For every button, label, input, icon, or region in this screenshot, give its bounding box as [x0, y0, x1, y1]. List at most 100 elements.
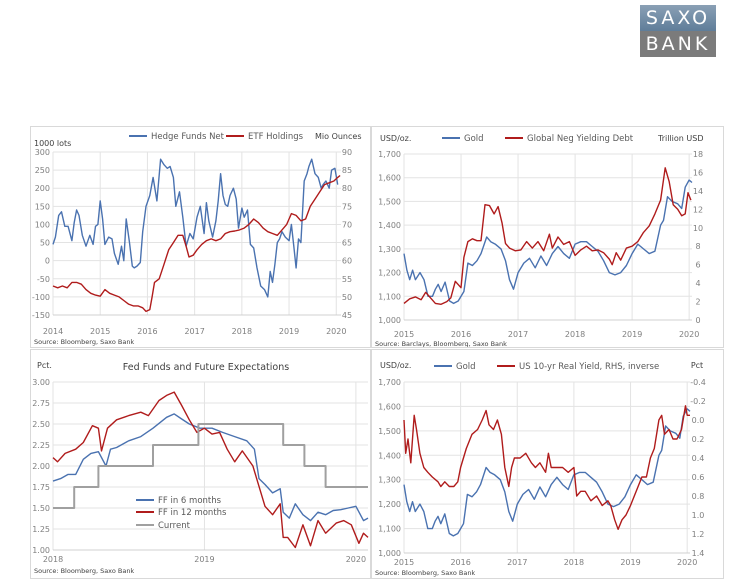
chart-title: Fed Funds and Future Expectations: [123, 362, 289, 373]
x-tick-label: 2020: [326, 327, 346, 336]
x-tick-label: 2020: [677, 558, 697, 567]
panel-gold-realyield: 1,700 1,600 1,500 1,400 1,300 1,200 1,100 1,000…: [371, 349, 724, 579]
right-axis-label: Pct: [691, 361, 703, 370]
legend-label: US 10-yr Real Yield, RHS, inverse: [519, 362, 659, 372]
y-tick-label-left: 2.50: [32, 420, 50, 429]
y-tick-label-right: 0.8: [692, 492, 705, 501]
legend-label: FF in 6 months: [158, 496, 222, 506]
legend-label: Hedge Funds Net: [151, 132, 225, 142]
y-tick-label-left: 1,700: [378, 150, 401, 159]
y-tick-label-left: 2.00: [32, 462, 50, 471]
y-tick-label-left: 1.50: [32, 504, 50, 513]
y-tick-label-left: 100: [35, 220, 50, 229]
y-tick-label-left: 1,500: [378, 197, 401, 206]
y-tick-label-right: 0.4: [692, 454, 705, 463]
y-tick-label-left: 1,300: [378, 476, 401, 485]
legend-label: ETF Holdings: [248, 132, 304, 142]
x-tick-label: 2017: [184, 327, 204, 336]
x-tick-label: 2018: [232, 327, 252, 336]
left-axis-label: USD/oz.: [380, 134, 411, 143]
y-tick-label-right: 75: [342, 202, 352, 211]
y-tick-label-left: 1,500: [378, 427, 401, 436]
y-tick-label-right: 1.2: [692, 530, 705, 539]
y-tick-label-left: 150: [35, 202, 50, 211]
x-tick-label: 2016: [137, 327, 157, 336]
y-tick-label-right: 50: [342, 293, 352, 302]
chart-fed-funds: 3.00 2.75 2.50 2.25 2.00 1.75 1.50 1.25 1.002018…: [32, 361, 369, 575]
right-axis-label: Trillion USD: [657, 134, 704, 143]
y-tick-label-left: 1,000: [378, 549, 401, 558]
y-tick-label-right: 45: [342, 311, 352, 320]
series-line-current: [53, 423, 368, 509]
x-tick-label: 2020: [679, 330, 699, 339]
y-tick-label-right: 0: [695, 316, 700, 325]
y-tick-label-right: 65: [342, 239, 352, 248]
chart-gold-negdebt: 1,700 1,600 1,500 1,400 1,300 1,200 1,100 1,000…: [375, 134, 704, 348]
y-tick-label-right: 0.2: [692, 435, 705, 444]
y-tick-label-left: 1,600: [378, 402, 401, 411]
y-tick-label-right: 6: [695, 261, 700, 270]
y-tick-label-right: 80: [342, 184, 352, 193]
y-tick-label-right: 85: [342, 166, 352, 175]
series-line-us-10-yr-real-yield-rhs-inverse: [403, 405, 690, 531]
y-tick-label-left: -100: [32, 293, 50, 302]
y-tick-label-left: 1,200: [378, 500, 401, 509]
source-note: Source: Bloomberg, Saxo Bank: [34, 338, 134, 346]
y-tick-label-right: 4: [695, 279, 700, 288]
y-tick-label-left: 1,600: [378, 174, 401, 183]
y-tick-label-left: -50: [37, 275, 50, 284]
y-tick-label-left: 1,100: [378, 292, 401, 301]
panel-fed-funds: 3.00 2.75 2.50 2.25 2.00 1.75 1.50 1.25 1.00 2018…: [30, 349, 371, 579]
series-line-ff-in-12-months: [52, 391, 369, 549]
x-tick-label: 2017: [508, 330, 528, 339]
legend-label: FF in 12 months: [158, 508, 227, 518]
y-tick-label-left: 1,000: [378, 316, 401, 325]
x-tick-label: 2018: [564, 558, 584, 567]
x-tick-label: 2018: [565, 330, 585, 339]
y-tick-label-left: 200: [35, 184, 50, 193]
right-axis-label: Mio Ounces: [315, 132, 362, 141]
left-axis-label: USD/oz.: [380, 361, 411, 370]
y-tick-label-right: -0.2: [690, 397, 706, 406]
y-tick-label-left: 1,100: [378, 525, 401, 534]
left-axis-label: 1000 lots: [34, 139, 71, 148]
y-tick-label-left: 1,400: [378, 221, 401, 230]
y-tick-label-left: 1,700: [378, 378, 401, 387]
y-tick-label-right: 70: [342, 220, 352, 229]
panel-gold-negdebt: 1,700 1,600 1,500 1,400 1,300 1,200 1,100 1,000…: [371, 126, 724, 348]
y-tick-label-right: -0.4: [690, 378, 706, 387]
x-tick-label: 2016: [450, 558, 470, 567]
source-note: Source: Barclays, Bloomberg, Saxo Bank: [375, 340, 507, 347]
y-tick-label-left: 1.75: [32, 483, 50, 492]
y-tick-label-left: 2.75: [32, 399, 50, 408]
x-tick-label: 2019: [279, 327, 299, 336]
chart-gold-realyield: 1,700 1,600 1,500 1,400 1,300 1,200 1,100 1,000…: [375, 361, 706, 577]
y-tick-label-right: 14: [693, 187, 703, 196]
legend-label: Gold: [456, 362, 476, 372]
series-line-gold: [403, 179, 693, 305]
series-line-gold: [403, 408, 691, 537]
y-tick-label-right: 10: [693, 224, 703, 233]
x-tick-label: 2018: [43, 555, 63, 564]
source-note: Source: Bloomberg, Saxo Bank: [375, 569, 475, 577]
y-tick-label-right: 55: [342, 275, 352, 284]
y-tick-label-right: 60: [342, 257, 352, 266]
y-tick-label-left: 300: [35, 148, 50, 157]
logo-line-1: SAXO: [640, 5, 716, 31]
x-tick-label: 2015: [394, 558, 414, 567]
y-tick-label-right: 1.4: [692, 549, 705, 558]
y-tick-label-left: 1.00: [32, 546, 50, 555]
y-tick-label-left: 3.00: [32, 378, 50, 387]
logo-line-2: BANK: [640, 31, 716, 57]
legend-label: Gold: [464, 134, 484, 144]
x-tick-label: 2015: [394, 330, 414, 339]
y-tick-label-left: 2.25: [32, 441, 50, 450]
y-tick-label-right: 12: [693, 205, 703, 214]
y-tick-label-left: 1,300: [378, 245, 401, 254]
legend-label: Current: [158, 521, 191, 531]
y-tick-label-left: 0: [45, 257, 50, 266]
x-tick-label: 2019: [622, 330, 642, 339]
series-line-hedge-funds-net: [52, 158, 339, 298]
x-tick-label: 2019: [620, 558, 640, 567]
series-line-ff-in-6-months: [52, 413, 369, 522]
